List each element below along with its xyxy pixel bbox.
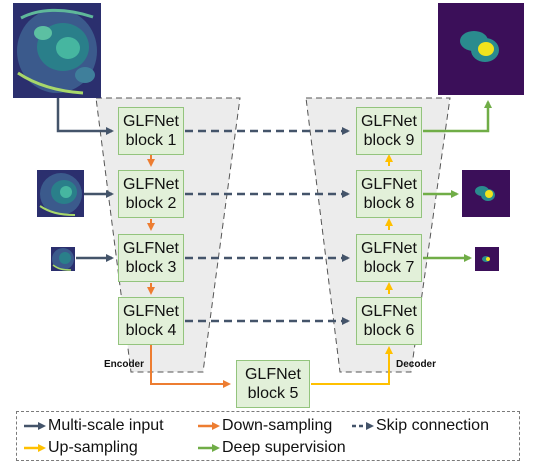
glfnet-block-4: GLFNet block 4 (118, 297, 184, 345)
deep-supervision-arrow-1 (423, 100, 492, 133)
block-9-line2: block 9 (363, 132, 415, 149)
decoder-label: Decoder (396, 359, 437, 370)
output-mask-quarter-scale (475, 247, 499, 271)
legend-label: Skip connection (376, 417, 489, 434)
legend-label: Up-sampling (48, 439, 138, 456)
block-2-line2: block 2 (125, 195, 177, 212)
multi-scale-arrow-1 (56, 98, 114, 135)
solid-arrow-icon (24, 422, 46, 430)
input-image-half-scale (37, 170, 84, 217)
glfnet-block-3: GLFNet block 3 (118, 234, 184, 282)
block-3-line2: block 3 (125, 259, 177, 276)
legend-item-down-sampling: Down-sampling (197, 417, 332, 435)
block-4-line2: block 4 (125, 322, 177, 339)
glfnet-block-5: GLFNet block 5 (236, 360, 310, 408)
legend-label: Multi-scale input (48, 417, 164, 434)
legend-item-skip-connection: Skip connection (351, 417, 489, 435)
legend-item-multi-scale-input: Multi-scale input (23, 417, 164, 435)
block-8-line1: GLFNet (360, 176, 417, 193)
block-1-line1: GLFNet (122, 113, 179, 130)
input-image-quarter-scale (51, 247, 75, 271)
block-7-line1: GLFNet (360, 240, 417, 257)
block-5-line2: block 5 (247, 385, 299, 402)
block-7-line2: block 7 (363, 259, 415, 276)
block-3-line1: GLFNet (122, 240, 179, 257)
block-6-line2: block 6 (363, 322, 415, 339)
glfnet-block-8: GLFNet block 8 (356, 170, 422, 218)
legend-item-deep-supervision: Deep supervision (197, 439, 346, 457)
glfnet-block-9: GLFNet block 9 (356, 107, 422, 155)
legend-item-up-sampling: Up-sampling (23, 439, 138, 457)
block-2-line1: GLFNet (122, 176, 179, 193)
glfnet-block-1: GLFNet block 1 (118, 107, 184, 155)
down-arrow-4 (150, 344, 231, 388)
glfnet-block-2: GLFNet block 2 (118, 170, 184, 218)
block-6-line1: GLFNet (360, 303, 417, 320)
input-image-full-scale (13, 3, 101, 98)
block-1-line2: block 1 (125, 132, 177, 149)
dashed-arrow-icon (352, 422, 374, 430)
solid-arrow-icon (198, 422, 220, 430)
output-mask-full-scale (438, 3, 524, 95)
up-arrow-1 (311, 346, 393, 385)
legend: Multi-scale input Down-sampling Skip con… (16, 411, 520, 461)
output-mask-half-scale (462, 170, 510, 217)
block-4-line1: GLFNet (122, 303, 179, 320)
legend-label: Down-sampling (222, 417, 333, 434)
block-9-line1: GLFNet (360, 113, 417, 130)
encoder-label: Encoder (104, 359, 145, 370)
glfnet-block-6: GLFNet block 6 (356, 297, 422, 345)
solid-arrow-icon (198, 444, 220, 452)
solid-arrow-icon (24, 444, 46, 452)
legend-label: Deep supervision (222, 439, 346, 456)
block-5-line1: GLFNet (244, 366, 301, 383)
glfnet-block-7: GLFNet block 7 (356, 234, 422, 282)
block-8-line2: block 8 (363, 195, 415, 212)
